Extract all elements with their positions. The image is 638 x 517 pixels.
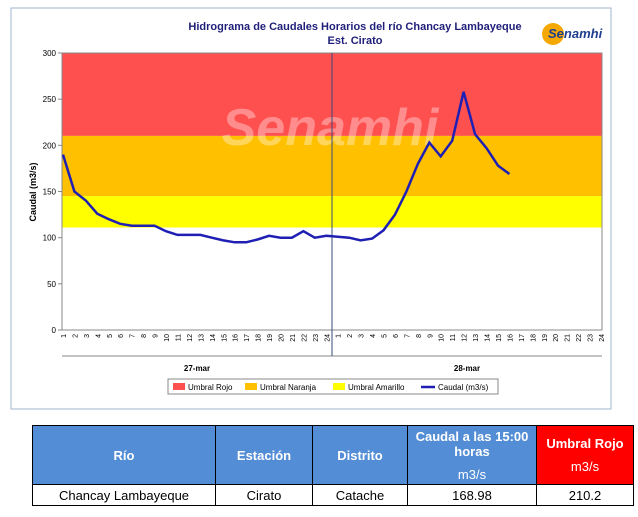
y-tick-label: 150 [43, 188, 57, 197]
legend-label: Caudal (m3/s) [438, 383, 489, 392]
x-tick-label: 22 [576, 334, 583, 342]
x-tick-label: 3 [84, 334, 91, 338]
header-cell: Río [32, 425, 216, 485]
x-tick-label: 5 [107, 334, 114, 338]
y-tick-label: 50 [47, 280, 56, 289]
x-tick-label: 19 [542, 334, 549, 342]
legend-swatch [173, 383, 185, 390]
summary-table: Río Estación Distrito Caudal a las 15:00 ho… [32, 425, 634, 506]
legend-swatch [245, 383, 257, 390]
x-tick-label: 7 [404, 334, 411, 338]
legend-swatch [333, 383, 345, 390]
x-tick-label: 11 [450, 334, 457, 341]
x-tick-label: 2 [72, 334, 79, 338]
header-cell: Distrito [312, 425, 408, 485]
x-tick-label: 8 [141, 334, 148, 338]
x-tick-label: 22 [301, 334, 308, 342]
y-axis-label: Caudal (m3/s) [28, 162, 38, 221]
header-cell: Estación [215, 425, 313, 485]
data-row: Chancay Lambayeque Cirato Catache 168.98 210… [32, 484, 634, 506]
x-tick-label: 4 [95, 334, 102, 338]
x-tick-label: 18 [530, 334, 537, 342]
x-tick-label: 21 [290, 334, 297, 342]
logo-sun [542, 23, 564, 45]
x-tick-label: 6 [118, 334, 125, 338]
x-tick-label: 14 [210, 334, 217, 342]
x-tick-label: 2 [347, 334, 354, 338]
y-tick-label: 200 [43, 141, 57, 150]
x-tick-label: 24 [324, 334, 331, 342]
x-tick-label: 17 [519, 334, 526, 342]
x-tick-label: 1 [61, 334, 68, 338]
x-tick-label: 15 [221, 334, 228, 342]
header-label: Umbral Rojo [546, 436, 624, 451]
y-tick-label: 100 [43, 234, 57, 243]
x-tick-label: 3 [359, 334, 366, 338]
chart-subtitle: Est. Cirato [327, 35, 382, 47]
x-tick-label: 21 [565, 334, 572, 342]
x-tick-label: 6 [393, 334, 400, 338]
y-tick-label: 0 [52, 326, 57, 335]
x-tick-label: 7 [130, 334, 137, 338]
chart: Hidrograma de Caudales Horarios del río … [10, 7, 612, 410]
x-tick-label: 16 [233, 334, 240, 342]
x-tick-label: 16 [507, 334, 514, 342]
x-tick-label: 10 [164, 334, 171, 342]
table-cell: Catache [312, 484, 408, 506]
x-tick-label: 20 [553, 334, 560, 342]
x-tick-label: 10 [439, 334, 446, 342]
day-label: 28-mar [454, 364, 480, 373]
x-tick-label: 8 [416, 334, 423, 338]
y-tick-label: 250 [43, 95, 57, 104]
table-cell: 210.2 [536, 484, 634, 506]
x-tick-label: 20 [278, 334, 285, 342]
day-label: 27-mar [184, 364, 210, 373]
header-label: Distrito [337, 447, 383, 463]
x-tick-label: 23 [313, 334, 320, 342]
x-tick-label: 12 [462, 334, 469, 342]
watermark: Senamhi [222, 99, 440, 157]
x-tick-label: 23 [588, 334, 595, 342]
flow-line [61, 91, 511, 244]
table-cell: 168.98 [407, 484, 537, 506]
header-label: Río [113, 447, 135, 463]
header-label: Estación [236, 447, 292, 463]
header-row: Río Estación Distrito Caudal a las 15:00 ho… [32, 425, 634, 485]
table-cell: Chancay Lambayeque [32, 484, 216, 506]
legend-label: Umbral Naranja [260, 383, 317, 392]
y-tick-label: 300 [43, 49, 57, 58]
x-tick-label: 17 [244, 334, 251, 342]
x-tick-label: 24 [599, 334, 606, 342]
x-tick-label: 5 [382, 334, 389, 338]
x-tick-label: 9 [153, 334, 160, 338]
header-unit: m3/s [457, 466, 487, 482]
x-tick-label: 9 [427, 334, 434, 338]
x-tick-label: 15 [496, 334, 503, 342]
header-unit: m3/s [570, 459, 600, 474]
x-tick-label: 11 [175, 334, 182, 341]
logo: Senamhi [548, 26, 603, 41]
header-cell: Umbral Rojo m3/s [536, 425, 634, 485]
x-tick-label: 4 [370, 334, 377, 338]
x-tick-label: 1 [336, 334, 343, 338]
x-tick-label: 13 [198, 334, 205, 342]
header-cell: Caudal a las 15:00 horas m3/s [407, 425, 537, 485]
x-tick-label: 18 [256, 334, 263, 342]
legend-label: Umbral Amarillo [348, 383, 405, 392]
x-tick-label: 14 [485, 334, 492, 342]
x-tick-label: 19 [267, 334, 274, 342]
header-label: Caudal a las 15:00 horas [415, 428, 529, 459]
x-tick-label: 12 [187, 334, 194, 342]
legend-label: Umbral Rojo [188, 383, 233, 392]
chart-title: Hidrograma de Caudales Horarios del río … [188, 21, 521, 33]
x-tick-label: 13 [473, 334, 480, 342]
table-cell: Cirato [215, 484, 313, 506]
